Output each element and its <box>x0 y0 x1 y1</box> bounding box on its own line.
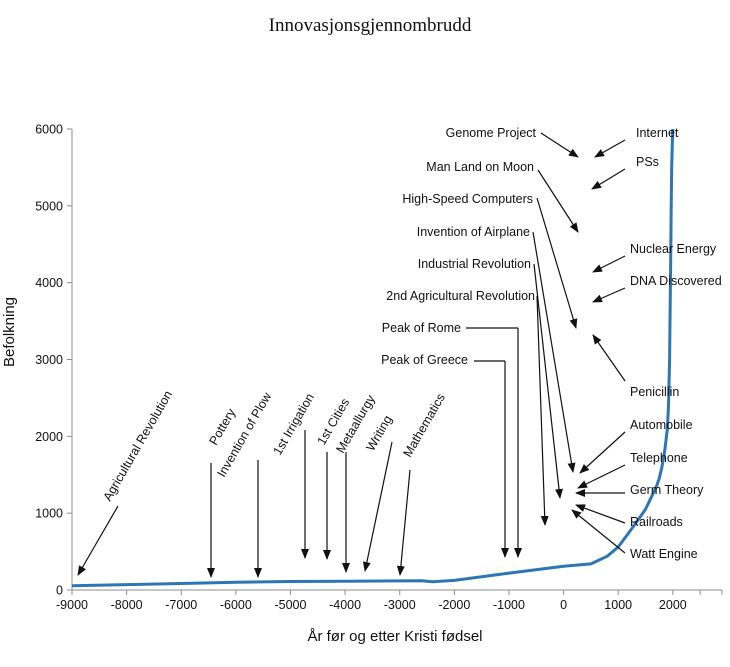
y-tick-label: 4000 <box>35 276 63 290</box>
x-axis-label: År før og etter Kristi fødsel <box>307 628 482 645</box>
annotation-label: Man Land on Moon <box>426 160 534 174</box>
annotation-label: Internet <box>636 126 679 140</box>
chart-title: Innovasjonsgjennombrudd <box>269 15 472 36</box>
annotation-arrow <box>591 168 626 190</box>
annotation-arrow <box>592 255 626 273</box>
annotation-arrow <box>592 334 626 382</box>
annotation-arrow <box>540 132 579 158</box>
annotation-arrow <box>533 263 563 499</box>
annotation-label: Invention of Airplane <box>417 225 530 239</box>
y-tick-label: 5000 <box>35 199 63 213</box>
annotation-arrow <box>577 464 626 489</box>
annotation-arrow <box>594 139 626 158</box>
annotation-label: 2nd Agricultural Revolution <box>386 289 535 303</box>
series-line-layer <box>71 128 675 588</box>
annotation-label: Industrial Revolution <box>418 257 531 271</box>
annotation-label: Nuclear Energy <box>630 242 717 256</box>
y-tick-label: 6000 <box>35 123 63 137</box>
annotation-arrow <box>592 287 626 303</box>
annotation-arrow <box>362 441 393 572</box>
annotation-label: DNA Discovered <box>630 274 722 288</box>
y-tick-label: 3000 <box>35 353 63 367</box>
y-tick-label: 0 <box>56 584 63 598</box>
annotation-arrow <box>532 231 576 473</box>
annotation-arrow <box>571 509 626 554</box>
y-tick-label: 2000 <box>35 430 63 444</box>
x-tick-label: -1000 <box>493 598 525 612</box>
y-axis-label: Befolkning <box>1 297 18 367</box>
annotation-label: Automobile <box>630 418 693 432</box>
population-line <box>71 128 675 588</box>
x-tick-label: -3000 <box>384 598 416 612</box>
annotation-label: 1st Irrigation <box>270 391 317 458</box>
annotation-arrow <box>536 295 549 526</box>
x-tick-label: 2000 <box>659 598 687 612</box>
annotation-label: Agricultural Revolution <box>100 388 175 503</box>
x-tick-label: -6000 <box>220 598 252 612</box>
x-tick-label: -5000 <box>274 598 306 612</box>
annotation-label: Germ Theory <box>630 483 704 497</box>
x-tick-label: -4000 <box>329 598 361 612</box>
x-tick-label: -9000 <box>56 598 88 612</box>
annotation-label: Penicillin <box>630 385 679 399</box>
annotations: Agricultural Revolution PotteryInvention … <box>77 126 722 578</box>
x-tick-label: -2000 <box>438 598 470 612</box>
annotation-arrow <box>396 469 411 576</box>
annotation-label: Railroads <box>630 515 683 529</box>
annotation-arrow <box>579 431 626 474</box>
axes: 0 1000 2000 3000 4000 5000 6000 -9000 -8000 -7000… <box>35 123 723 612</box>
x-tick-label: -8000 <box>111 598 143 612</box>
annotation-label: Telephone <box>630 451 688 465</box>
annotation-label: Genome Project <box>446 126 537 140</box>
annotation-label: Peak of Rome <box>382 321 461 335</box>
annotation-label: Writing <box>363 413 394 454</box>
annotation-arrow <box>77 505 119 576</box>
annotation-label: PSs <box>636 155 659 169</box>
annotation-label: Watt Engine <box>630 547 698 561</box>
annotation-label: Mathematics <box>400 391 448 459</box>
annotation-label: Peak of Greece <box>381 353 468 367</box>
x-tick-label: 1000 <box>604 598 632 612</box>
annotation-label: High-Speed Computers <box>402 192 533 206</box>
y-tick-label: 1000 <box>35 507 63 521</box>
annotation-arrow <box>536 197 578 329</box>
annotation-arrow <box>575 504 626 524</box>
x-tick-label: 0 <box>560 598 567 612</box>
annotation-arrow <box>537 169 579 233</box>
x-tick-label: -7000 <box>165 598 197 612</box>
